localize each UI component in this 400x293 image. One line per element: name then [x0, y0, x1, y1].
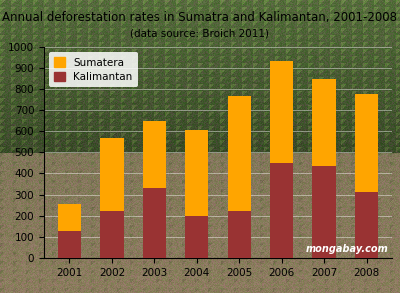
- Bar: [228, 96, 251, 212]
- Bar: [228, 212, 251, 258]
- Bar: [100, 212, 124, 258]
- Bar: [270, 163, 293, 258]
- Bar: [143, 188, 166, 258]
- Bar: [143, 121, 166, 188]
- Bar: [185, 216, 208, 258]
- Text: Annual deforestation rates in Sumatra and Kalimantan, 2001-2008: Annual deforestation rates in Sumatra an…: [2, 11, 398, 24]
- Bar: [100, 138, 124, 212]
- Bar: [312, 166, 336, 258]
- Bar: [355, 94, 378, 193]
- Legend: Sumatera, Kalimantan: Sumatera, Kalimantan: [49, 52, 138, 87]
- Text: (data source: Broich 2011): (data source: Broich 2011): [130, 29, 270, 39]
- Bar: [312, 79, 336, 166]
- Bar: [58, 231, 81, 258]
- Bar: [185, 130, 208, 216]
- Bar: [355, 193, 378, 258]
- Bar: [58, 204, 81, 231]
- Bar: [270, 61, 293, 163]
- Text: mongabay.com: mongabay.com: [306, 243, 388, 254]
